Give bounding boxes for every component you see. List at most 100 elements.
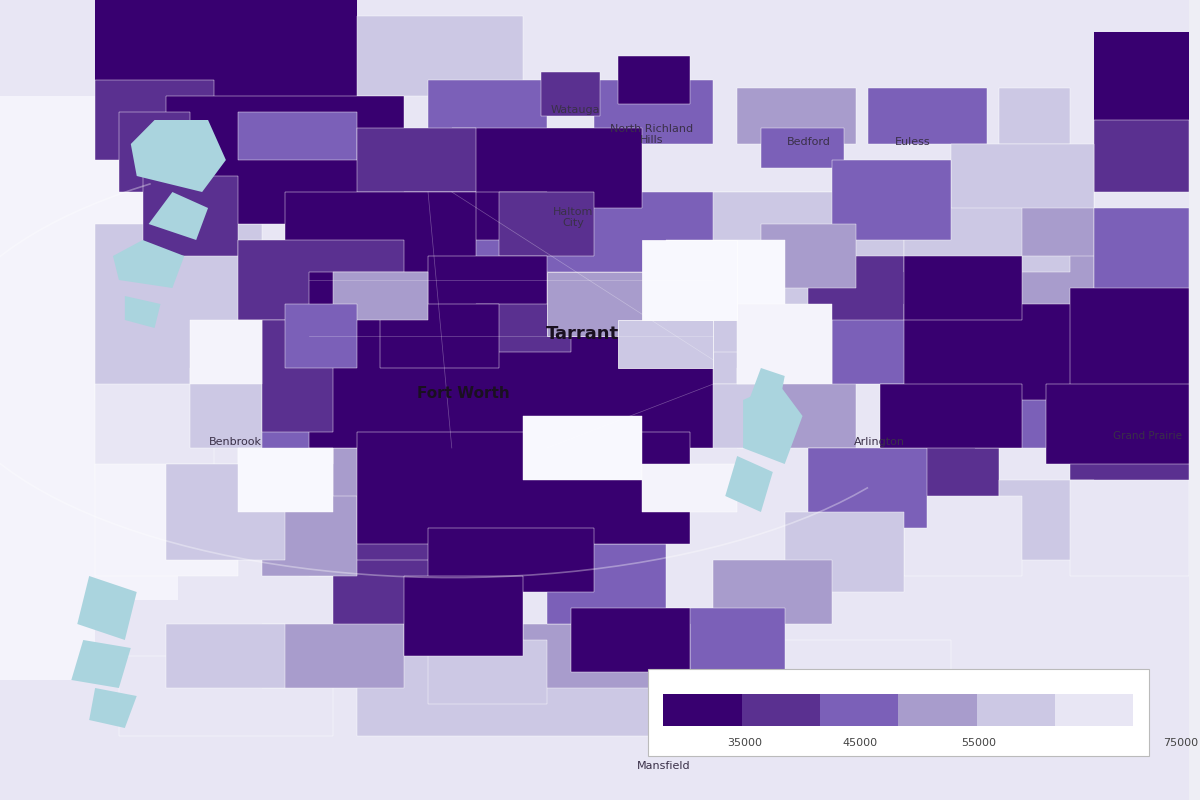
Bar [618,56,690,104]
Bar [642,464,737,512]
Text: Haltom
City: Haltom City [553,207,593,229]
Bar [95,0,356,112]
Bar [618,320,713,368]
Text: Mansfield: Mansfield [637,762,690,771]
Bar [761,224,856,288]
Bar [737,88,856,144]
Polygon shape [113,240,185,288]
Bar [547,544,666,624]
Polygon shape [743,384,803,464]
Bar [1070,288,1189,400]
Bar [428,80,547,144]
Polygon shape [131,120,226,192]
Text: Grand Prairie: Grand Prairie [1112,431,1182,441]
Polygon shape [149,192,208,240]
Bar [666,240,785,320]
Text: Arlington: Arlington [854,437,905,446]
Polygon shape [725,456,773,512]
Bar [571,608,690,672]
Bar [404,576,523,656]
Bar [820,694,899,726]
Bar [0,0,95,800]
Bar [332,272,428,320]
Bar [238,448,332,512]
Bar [238,112,356,160]
Bar [428,528,594,592]
Bar [547,272,666,336]
Bar [286,192,475,288]
Bar [1094,208,1189,304]
Bar [332,448,499,512]
Bar [809,256,928,320]
Bar [998,240,1094,320]
Bar [523,416,642,480]
Bar [1055,694,1133,726]
Bar [713,560,833,624]
Bar [690,384,761,448]
Polygon shape [77,576,137,640]
Bar [262,496,356,576]
Bar [1046,384,1189,464]
Bar [356,128,475,192]
Bar [642,240,737,320]
Bar [998,480,1094,560]
Bar [356,192,952,320]
Text: Fort Worth: Fort Worth [418,386,510,401]
Bar [1022,192,1094,256]
Bar [899,694,977,726]
Bar [262,320,332,432]
Bar [238,416,332,464]
Bar [310,272,713,448]
Bar [167,464,286,560]
Bar [191,320,262,384]
Text: Watauga: Watauga [551,106,600,115]
Bar [833,160,952,240]
Text: Tarrant: Tarrant [546,326,619,343]
Bar [95,384,214,480]
Bar [785,512,904,592]
Bar [167,624,286,688]
Bar [666,608,785,672]
Bar [0,680,1189,800]
Bar [95,224,262,400]
Bar [742,694,820,726]
Bar [541,72,600,116]
Bar [880,384,1022,448]
Bar [977,694,1055,726]
Bar [262,624,404,688]
Bar [952,144,1094,208]
Polygon shape [749,368,785,408]
Bar [356,288,535,352]
Polygon shape [89,688,137,728]
Bar [356,640,690,736]
Bar [974,368,1094,448]
Bar [95,80,214,160]
Bar [310,496,452,576]
Bar [713,192,904,384]
Bar [0,0,1189,96]
Bar [880,432,998,512]
Bar [904,496,1022,576]
Bar [499,192,594,256]
Bar [191,368,262,448]
Bar [119,656,332,736]
Bar [1022,288,1117,352]
Bar [356,432,690,544]
Bar [428,256,547,320]
Bar [143,176,238,256]
Bar [664,694,742,726]
Text: 75000: 75000 [1163,738,1198,747]
Text: Benbrook: Benbrook [209,437,262,446]
Bar [380,304,499,368]
Text: Euless: Euless [895,138,931,147]
Bar [332,560,475,640]
Bar [713,640,952,736]
Bar [428,640,547,704]
Polygon shape [71,640,131,688]
Polygon shape [125,296,161,328]
Bar [0,160,179,600]
Bar [95,464,238,576]
Bar [904,304,1094,400]
FancyBboxPatch shape [648,669,1148,756]
Bar [404,192,547,240]
